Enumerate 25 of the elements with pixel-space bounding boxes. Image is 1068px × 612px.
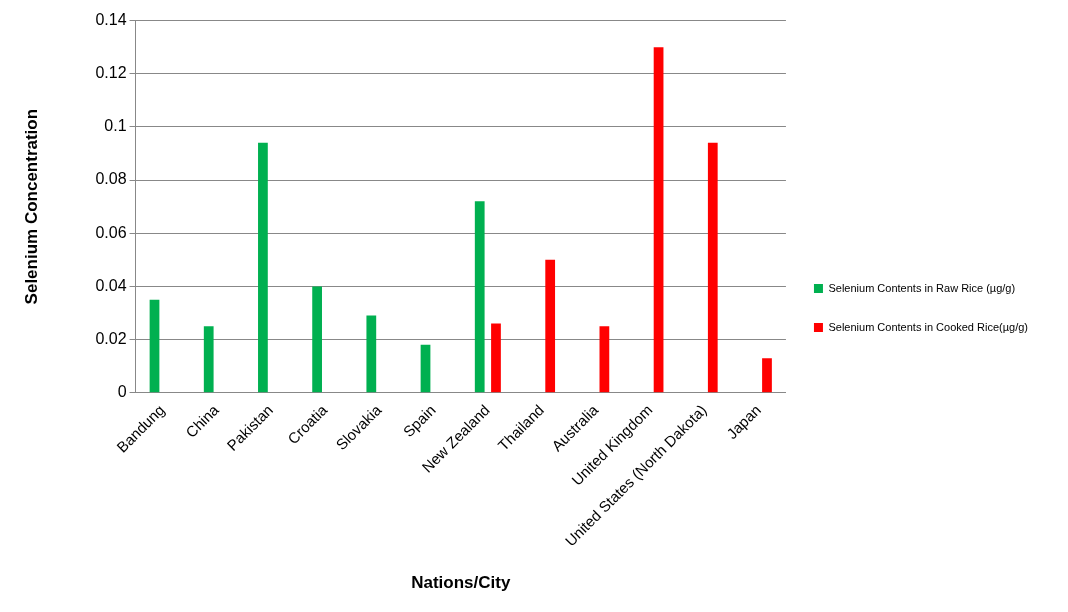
y-tick-label: 0.04 (95, 276, 127, 294)
bar (599, 326, 610, 393)
y-tick-label: 0.08 (95, 170, 127, 188)
legend-label: Selenium Contents in Raw Rice (µg/g) (828, 281, 1016, 294)
bar (149, 299, 160, 393)
y-tick-label: 0.1 (104, 117, 127, 135)
bar (366, 315, 377, 393)
bar (707, 142, 718, 393)
bar (258, 142, 268, 393)
bar (203, 326, 214, 393)
legend-label: Selenium Contents in Cooked Rice(µg/g) (828, 320, 1028, 333)
bar (491, 323, 501, 393)
y-tick-label: 0.14 (95, 11, 127, 29)
y-tick-label: 0.02 (95, 329, 127, 347)
y-tick-label: 0.12 (95, 64, 127, 82)
bar (420, 344, 431, 393)
y-tick-label: 0 (117, 383, 127, 401)
y-axis-title: Selenium Concentration (21, 108, 41, 305)
bar (312, 286, 322, 393)
bar (762, 358, 772, 393)
bar (545, 259, 556, 393)
x-axis-title: Nations/City (411, 573, 511, 593)
bar (653, 47, 664, 393)
y-tick-label: 0.06 (95, 223, 127, 241)
bar (474, 201, 485, 393)
